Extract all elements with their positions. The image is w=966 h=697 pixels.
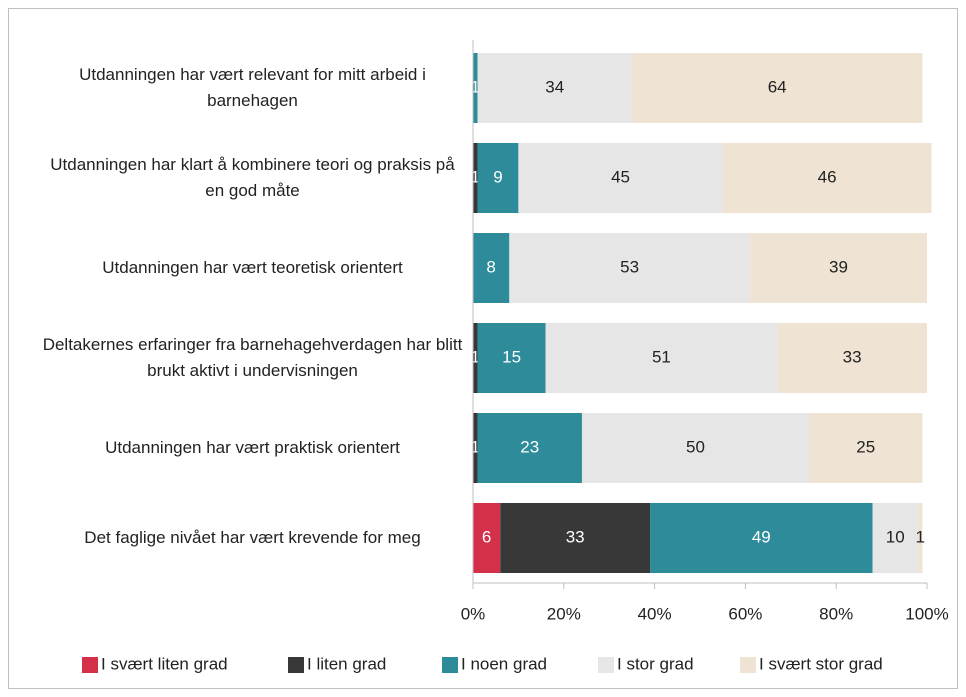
value-label: 33 [566, 527, 585, 546]
value-label: 1 [471, 347, 480, 366]
x-tick-label: 20% [547, 604, 581, 623]
value-label: 1 [915, 527, 924, 546]
value-label: 49 [752, 527, 771, 546]
bar-segment [477, 143, 519, 213]
value-label: 1 [471, 77, 480, 96]
value-label: 64 [768, 77, 787, 96]
bar-segment [872, 503, 918, 573]
legend-label: I noen grad [461, 654, 547, 673]
x-tick-label: 100% [905, 604, 948, 623]
x-tick-label: 80% [819, 604, 853, 623]
bar-segment [509, 233, 750, 303]
legend-swatch [442, 657, 458, 673]
legend-label: I liten grad [307, 654, 386, 673]
legend-label: I svært stor grad [759, 654, 883, 673]
value-label: 46 [818, 167, 837, 186]
value-label: 45 [611, 167, 630, 186]
bar-segment [917, 503, 923, 573]
value-label: 23 [520, 437, 539, 456]
value-label: 25 [856, 437, 875, 456]
value-label: 9 [493, 167, 502, 186]
bar-segment [808, 413, 923, 483]
legend-swatch [740, 657, 756, 673]
bar-segment [749, 233, 927, 303]
bar-segment [473, 323, 478, 393]
value-label: 33 [843, 347, 862, 366]
bar-segment [473, 413, 478, 483]
bar-segment [722, 143, 932, 213]
bar-segment [477, 323, 546, 393]
bar-segment [581, 413, 809, 483]
legend-swatch [598, 657, 614, 673]
chart-border [8, 8, 958, 689]
category-label: Utdanningen har vært teoretisk orientert [102, 258, 403, 277]
bar-segment [650, 503, 873, 573]
bar-segment [477, 53, 632, 123]
value-label: 34 [545, 77, 564, 96]
legend-label: I svært liten grad [101, 654, 228, 673]
legend-label: I stor grad [617, 654, 694, 673]
category-label: Utdanningen har vært relevant for mitt a… [79, 65, 426, 110]
x-tick-label: 60% [728, 604, 762, 623]
legend-swatch [82, 657, 98, 673]
bar-segment [518, 143, 723, 213]
value-label: 1 [471, 437, 480, 456]
category-label: Det faglige nivået har vært krevende for… [84, 528, 421, 547]
bar-segment [473, 233, 510, 303]
value-label: 15 [502, 347, 521, 366]
category-label: Utdanningen har vært praktisk orientert [105, 438, 400, 457]
bar-segment [500, 503, 651, 573]
bar-segment [631, 53, 923, 123]
value-label: 50 [686, 437, 705, 456]
x-tick-label: 40% [638, 604, 672, 623]
bar-segment [477, 413, 582, 483]
value-label: 39 [829, 257, 848, 276]
value-label: 8 [486, 257, 495, 276]
x-tick-label: 0% [461, 604, 486, 623]
value-label: 51 [652, 347, 671, 366]
category-label: Deltakernes erfaringer fra barnehagehver… [42, 335, 463, 380]
bar-segment [473, 503, 501, 573]
value-label: 10 [886, 527, 905, 546]
legend-swatch [288, 657, 304, 673]
bar-segment [545, 323, 778, 393]
bar-segment [473, 53, 478, 123]
value-label: 6 [482, 527, 491, 546]
bar-segment [777, 323, 927, 393]
value-label: 53 [620, 257, 639, 276]
bar-segment [473, 143, 478, 213]
category-label: Utdanningen har klart å kombinere teori … [50, 155, 455, 200]
value-label: 1 [471, 167, 480, 186]
